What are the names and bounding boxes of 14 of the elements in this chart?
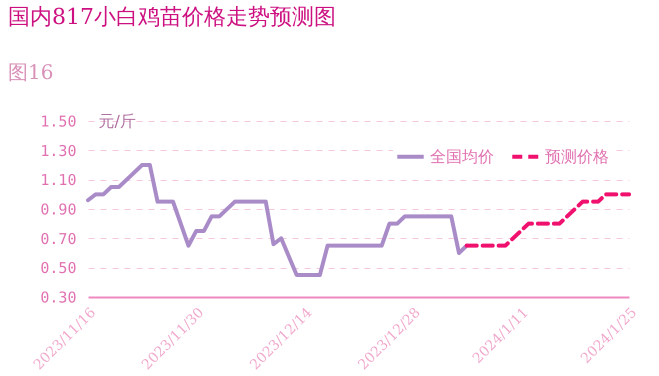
y-tick-label: 1.30 [40, 142, 76, 160]
y-tick-label: 0.50 [40, 259, 76, 278]
y-tick-label: 0.30 [40, 288, 76, 306]
chart-title: 国内817小白鸡苗价格走势预测图 [8, 5, 336, 30]
y-axis-title: 元/斤 [98, 112, 136, 130]
y-tick-label: 1.10 [40, 171, 76, 190]
y-tick-label: 1.50 [40, 112, 76, 130]
y-tick-label: 0.70 [40, 230, 76, 248]
caption: 图16 [8, 60, 54, 84]
y-tick-label: 0.90 [40, 200, 76, 218]
legend-label: 全国均价 [430, 146, 494, 166]
legend-label: 预测价格 [545, 146, 609, 166]
line-series [86, 163, 469, 277]
line-series [464, 192, 631, 248]
